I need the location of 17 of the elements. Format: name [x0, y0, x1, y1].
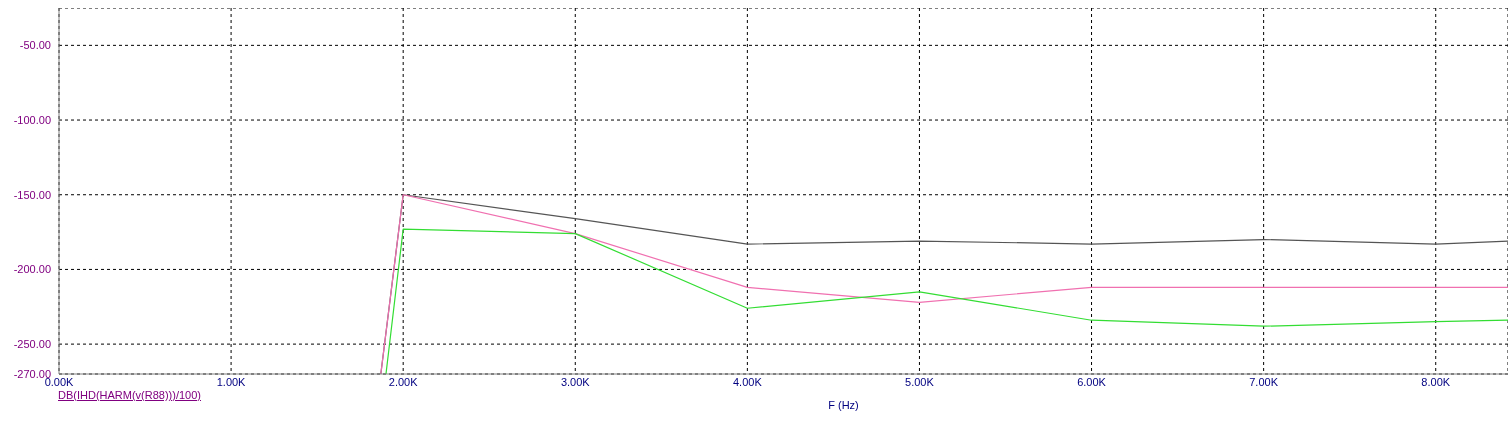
x-tick-label: 6.00K [1077, 375, 1107, 388]
x-tick-label: 8.00K [1421, 375, 1451, 388]
y-tick-label: -150.00 [13, 188, 51, 201]
x-tick-label: 1.00K [216, 375, 247, 388]
line-series [380, 194, 1508, 374]
y-tick-label: -250.00 [13, 338, 51, 351]
x-tick-label: 7.00K [1249, 375, 1279, 388]
y-tick-label: -200.00 [13, 263, 51, 276]
line-series [385, 228, 1508, 374]
x-tick-label: 5.00K [905, 375, 935, 388]
x-tick-label: 2.00K [388, 375, 419, 388]
text: DB(IHD(HARM(v(R88)))/100) [58, 389, 202, 401]
y-tick-label: -50.00 [19, 39, 51, 52]
x-tick-label: 3.00K [560, 375, 591, 388]
x-axis-title: F (Hz) [828, 399, 859, 411]
y-tick-label: -100.00 [13, 113, 51, 126]
x-tick-label: 4.00K [732, 375, 763, 388]
